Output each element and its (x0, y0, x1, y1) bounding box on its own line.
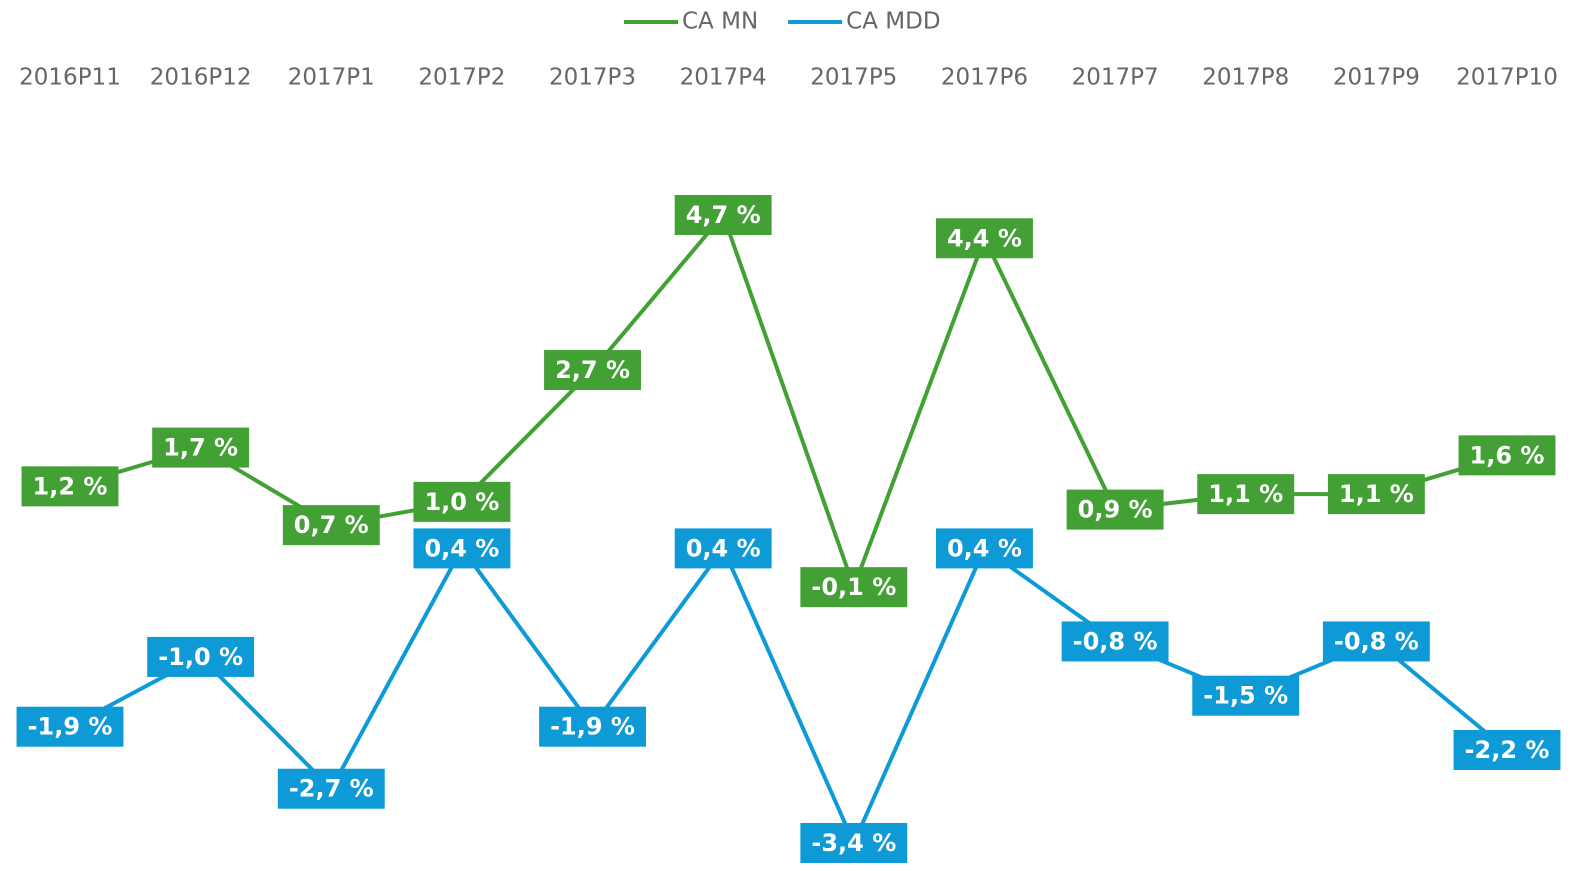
data-label-text: 0,4 % (686, 534, 761, 562)
data-label-box (1061, 621, 1169, 662)
data-label-text: 1,6 % (1470, 441, 1545, 469)
data-label: 0,4 % (674, 528, 772, 569)
data-label-box (544, 350, 642, 391)
data-label-box (1327, 474, 1425, 515)
x-tick-label: 2017P2 (418, 65, 505, 91)
data-label-text: 1,1 % (1208, 480, 1283, 508)
data-label: 1,7 % (152, 427, 250, 468)
data-label-box (1197, 474, 1295, 515)
x-tick-label: 2017P8 (1202, 65, 1289, 91)
data-label: 2,7 % (544, 350, 642, 391)
data-label: -1,9 % (16, 706, 124, 747)
data-label-text: 1,1 % (1339, 480, 1414, 508)
data-label-text: 0,4 % (424, 534, 499, 562)
data-label-box (1322, 621, 1430, 662)
data-label-box (21, 466, 119, 507)
data-label: -0,8 % (1061, 621, 1169, 662)
data-label: 1,6 % (1458, 435, 1556, 476)
data-label-box (282, 505, 380, 546)
data-label: -0,1 % (800, 567, 908, 608)
data-label-box (800, 567, 908, 608)
x-tick-label: 2016P12 (150, 65, 252, 91)
data-label: 0,4 % (935, 528, 1033, 569)
data-label: -3,4 % (800, 823, 908, 863)
data-label: -1,9 % (539, 706, 646, 747)
data-label-box (674, 195, 772, 235)
data-label-text: 4,4 % (947, 224, 1022, 252)
x-tick-label: 2016P11 (19, 65, 121, 91)
data-label: 1,2 % (21, 466, 119, 507)
data-label-box (1458, 435, 1556, 476)
data-label: 0,7 % (282, 505, 380, 546)
data-label: 4,7 % (674, 195, 772, 235)
data-label-text: -1,9 % (28, 713, 113, 741)
x-tick-label: 2017P10 (1456, 65, 1558, 91)
data-label-box (413, 528, 511, 569)
data-label-box (935, 218, 1033, 259)
data-label: -1,0 % (147, 636, 255, 677)
data-label-text: -1,9 % (550, 713, 635, 741)
data-label-text: 1,0 % (424, 488, 499, 516)
data-label-text: 2,7 % (555, 356, 630, 384)
x-tick-label: 2017P6 (941, 65, 1028, 91)
x-tick-label: 2017P1 (288, 65, 375, 91)
data-label-text: -0,8 % (1073, 627, 1158, 655)
data-label-text: 0,9 % (1078, 496, 1153, 524)
data-label-text: -1,0 % (158, 643, 243, 671)
data-label-text: -2,2 % (1465, 736, 1550, 764)
data-label-box (1066, 489, 1164, 530)
data-label: 4,4 % (935, 218, 1033, 259)
data-label-text: -3,4 % (811, 829, 896, 857)
x-tick-label: 2017P5 (810, 65, 897, 91)
data-label-box (935, 528, 1033, 569)
data-label: -2,7 % (277, 768, 385, 809)
data-label-box (16, 706, 124, 747)
data-label-text: -2,7 % (289, 775, 374, 803)
legend-label: CA MDD (846, 9, 940, 35)
data-label: -1,5 % (1192, 675, 1300, 716)
data-label-box (1192, 675, 1300, 716)
x-tick-label: 2017P3 (549, 65, 636, 91)
data-label: 0,9 % (1066, 489, 1164, 530)
data-label-box (147, 636, 255, 677)
data-label: 1,1 % (1327, 474, 1425, 515)
data-label: 0,4 % (413, 528, 511, 569)
data-label-text: -0,8 % (1334, 627, 1419, 655)
data-label-text: 1,2 % (33, 472, 108, 500)
data-label-text: 1,7 % (163, 434, 238, 462)
data-label: -2,2 % (1453, 729, 1561, 770)
x-tick-label: 2017P4 (680, 65, 767, 91)
data-label-box (539, 706, 646, 747)
legend-label: CA MN (682, 9, 758, 35)
data-label: -0,8 % (1322, 621, 1430, 662)
data-label-text: 0,4 % (947, 534, 1022, 562)
data-label-box (674, 528, 772, 569)
x-tick-label: 2017P7 (1072, 65, 1159, 91)
data-label-text: -1,5 % (1203, 682, 1288, 710)
data-label-box (413, 481, 511, 522)
data-label-text: 0,7 % (294, 511, 369, 539)
data-label-box (152, 427, 250, 468)
data-label-text: -0,1 % (811, 573, 896, 601)
data-label-text: 4,7 % (686, 201, 761, 229)
data-label-box (277, 768, 385, 809)
data-label-box (1453, 729, 1561, 770)
x-tick-label: 2017P9 (1333, 65, 1420, 91)
data-label-box (800, 823, 908, 863)
data-label: 1,0 % (413, 481, 511, 522)
data-label: 1,1 % (1197, 474, 1295, 515)
